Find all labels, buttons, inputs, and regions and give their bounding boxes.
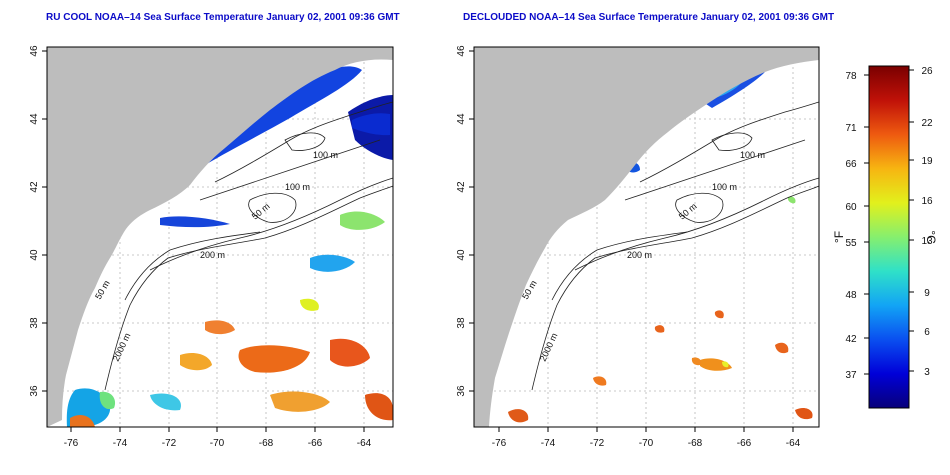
f-tick-label: 37 bbox=[845, 370, 857, 381]
x-tick-label: -64 bbox=[357, 438, 372, 449]
x-tick-label: -64 bbox=[786, 438, 801, 449]
c-tick-label: 6 bbox=[924, 327, 930, 338]
c-tick-label: 26 bbox=[921, 66, 933, 77]
f-tick-label: 71 bbox=[845, 123, 857, 134]
contour-label: 100 m bbox=[285, 182, 310, 192]
contour-label: 200 m bbox=[627, 250, 652, 260]
x-tick-label: -70 bbox=[639, 438, 654, 449]
x-tick-label: -76 bbox=[492, 438, 507, 449]
c-tick-label: 22 bbox=[921, 118, 933, 129]
f-tick-label: 60 bbox=[845, 202, 857, 213]
contour-label: 100 m bbox=[313, 150, 338, 160]
x-tick-label: -72 bbox=[162, 438, 177, 449]
f-tick-label: 42 bbox=[845, 334, 857, 345]
f-tick-label: 48 bbox=[845, 290, 857, 301]
celsius-label: °C bbox=[924, 230, 938, 244]
y-tick-label: 44 bbox=[456, 113, 467, 125]
bathymetry-contours bbox=[104, 101, 394, 391]
y-tick-label: 38 bbox=[456, 317, 467, 329]
colorbar-f-ticks: 78 71 66 60 55 48 42 37 bbox=[845, 71, 869, 381]
contour-label: 100 m bbox=[712, 182, 737, 192]
c-tick-label: 3 bbox=[924, 367, 930, 378]
f-tick-label: 66 bbox=[845, 159, 857, 170]
y-tick-label: 46 bbox=[456, 45, 467, 57]
y-tick-label: 42 bbox=[29, 181, 40, 193]
x-tick-label: -66 bbox=[737, 438, 752, 449]
y-tick-label: 44 bbox=[29, 113, 40, 125]
map-left-title: RU COOL NOAA–14 Sea Surface Temperature … bbox=[46, 12, 400, 23]
c-tick-label: 16 bbox=[921, 196, 933, 207]
bathymetry-contours bbox=[531, 101, 820, 391]
plot-frame bbox=[46, 46, 394, 428]
x-tick-label: -72 bbox=[590, 438, 605, 449]
x-axis: -76 -74 -72 -70 -68 -66 -64 bbox=[64, 427, 372, 449]
map-right: 100 m 100 m 50 m 200 m 50 m 2000 m -76 -… bbox=[456, 45, 820, 449]
sst-overlay bbox=[66, 66, 393, 427]
x-tick-label: -68 bbox=[259, 438, 274, 449]
y-tick-label: 46 bbox=[29, 45, 40, 57]
fahrenheit-label: °F bbox=[832, 231, 846, 243]
x-tick-label: -76 bbox=[64, 438, 79, 449]
x-tick-label: -74 bbox=[113, 438, 128, 449]
colorbar-c-ticks: 26 22 19 16 13 9 6 3 bbox=[909, 66, 933, 378]
c-tick-label: 19 bbox=[921, 156, 933, 167]
map-right-title: DECLOUDED NOAA–14 Sea Surface Temperatur… bbox=[463, 12, 835, 23]
y-tick-label: 36 bbox=[456, 385, 467, 397]
y-tick-label: 40 bbox=[29, 249, 40, 261]
y-tick-label: 42 bbox=[456, 181, 467, 193]
land bbox=[474, 47, 819, 427]
x-tick-label: -66 bbox=[308, 438, 323, 449]
x-tick-label: -68 bbox=[688, 438, 703, 449]
map-left: 100 m 100 m 50 m 200 m 50 m 2000 m -76 -… bbox=[29, 45, 394, 449]
y-tick-label: 38 bbox=[29, 317, 40, 329]
c-tick-label: 13 bbox=[921, 236, 933, 247]
contour-label: 200 m bbox=[200, 250, 225, 260]
y-tick-label: 36 bbox=[29, 385, 40, 397]
y-axis: 46 44 42 40 38 36 bbox=[456, 45, 474, 397]
warm-patches bbox=[150, 211, 393, 421]
colorbar: 78 71 66 60 55 48 42 37 26 22 19 16 13 9… bbox=[832, 65, 938, 409]
contour-label: 100 m bbox=[740, 150, 765, 160]
colorbar-scale bbox=[868, 65, 910, 409]
x-tick-label: -74 bbox=[541, 438, 556, 449]
f-tick-label: 55 bbox=[845, 238, 857, 249]
y-tick-label: 40 bbox=[456, 249, 467, 261]
land bbox=[47, 47, 393, 427]
x-tick-label: -70 bbox=[210, 438, 225, 449]
c-tick-label: 9 bbox=[924, 288, 930, 299]
f-tick-label: 78 bbox=[845, 71, 857, 82]
y-axis: 46 44 42 40 38 36 bbox=[29, 45, 47, 397]
x-axis: -76 -74 -72 -70 -68 -66 -64 bbox=[492, 427, 801, 449]
